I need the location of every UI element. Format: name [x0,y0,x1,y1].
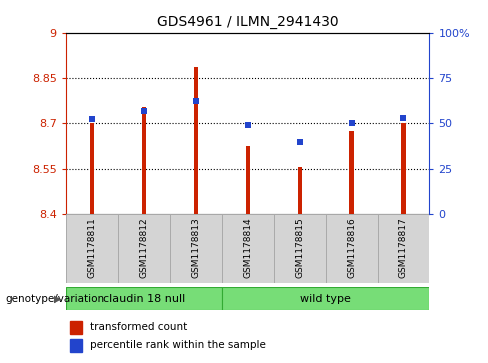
Bar [222,214,274,283]
Text: ▶: ▶ [54,294,61,303]
Bar [378,214,429,283]
Bar [402,123,406,214]
Bar [349,131,354,214]
Bar [66,214,118,283]
Text: GSM1178812: GSM1178812 [139,217,148,278]
Text: GSM1178816: GSM1178816 [347,217,356,278]
Bar [118,214,170,283]
Bar [245,146,250,214]
Bar [66,287,222,310]
Text: GSM1178813: GSM1178813 [191,217,200,278]
Text: claudin 18 null: claudin 18 null [102,294,185,303]
Text: wild type: wild type [300,294,351,303]
Text: GSM1178811: GSM1178811 [87,217,96,278]
Bar [194,68,198,214]
Text: GSM1178817: GSM1178817 [399,217,408,278]
Bar [298,167,302,214]
Title: GDS4961 / ILMN_2941430: GDS4961 / ILMN_2941430 [157,15,339,29]
Bar [170,214,222,283]
Text: GSM1178814: GSM1178814 [243,217,252,278]
Text: genotype/variation: genotype/variation [5,294,104,303]
Text: percentile rank within the sample: percentile rank within the sample [89,340,265,350]
Bar [69,339,82,352]
Bar [90,123,94,214]
Text: transformed count: transformed count [89,322,187,333]
Bar [274,214,325,283]
Bar [69,321,82,334]
Text: GSM1178815: GSM1178815 [295,217,304,278]
Bar [222,287,429,310]
Bar [325,214,378,283]
Bar [142,107,146,214]
